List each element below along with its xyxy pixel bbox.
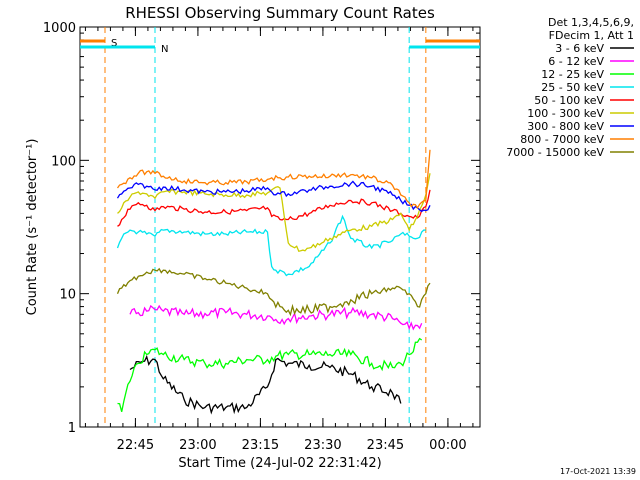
y-tick-label: 100: [51, 154, 76, 169]
legend-label: 100 - 300 keV: [527, 107, 604, 120]
legend-label: 6 - 12 keV: [548, 55, 604, 68]
x-tick-label: 23:30: [304, 438, 341, 453]
series-line: [129, 304, 423, 331]
legend-header-line-1: Det 1,3,4,5,6,9,: [548, 16, 634, 29]
x-tick-label: 22:45: [117, 438, 154, 453]
chart-title: RHESSI Observing Summary Count Rates: [125, 4, 435, 22]
series-line: [116, 214, 426, 277]
observing-markers: SN: [80, 27, 480, 427]
y-axis: 1 10 100 1000: [43, 21, 480, 436]
legend-label: 3 - 6 keV: [555, 42, 604, 55]
legend-label: 300 - 800 keV: [527, 120, 604, 133]
y-tick-label: 10: [59, 288, 76, 303]
series-lines: [116, 149, 431, 415]
marker-label: N: [161, 44, 168, 55]
x-tick-label: 23:45: [367, 438, 404, 453]
y-axis-label: Count Rate (s⁻¹ detector⁻¹): [25, 139, 40, 316]
legend-header-line-2: FDecim 1, Att 1: [549, 29, 634, 42]
x-tick-label: 00:00: [429, 438, 466, 453]
series-line: [116, 267, 431, 317]
x-axis: 22:45 23:00 23:15 23:30 23:45 00:00: [84, 27, 474, 453]
legend-label: 25 - 50 keV: [541, 81, 604, 94]
legend-label: 12 - 25 keV: [541, 68, 604, 81]
y-tick-label: 1: [68, 421, 76, 436]
series-line: [116, 149, 431, 210]
legend: Det 1,3,4,5,6,9, FDecim 1, Att 1 3 - 6 k…: [506, 16, 634, 159]
timestamp: 17-Oct-2021 13:39: [560, 467, 636, 476]
marker-label: S: [111, 38, 117, 49]
x-tick-label: 23:15: [242, 438, 279, 453]
legend-label: 7000 - 15000 keV: [506, 146, 604, 159]
series-line: [117, 337, 423, 412]
x-tick-label: 23:00: [179, 438, 216, 453]
x-axis-label: Start Time (24-Jul-02 22:31:42): [178, 456, 381, 471]
series-line: [116, 180, 431, 213]
legend-label: 800 - 7000 keV: [520, 133, 604, 146]
series-line: [129, 354, 402, 415]
y-tick-label: 1000: [43, 21, 76, 36]
plot-area: [79, 26, 481, 428]
legend-label: 50 - 100 keV: [534, 94, 604, 107]
series-line: [117, 173, 431, 252]
series-line: [117, 189, 431, 227]
